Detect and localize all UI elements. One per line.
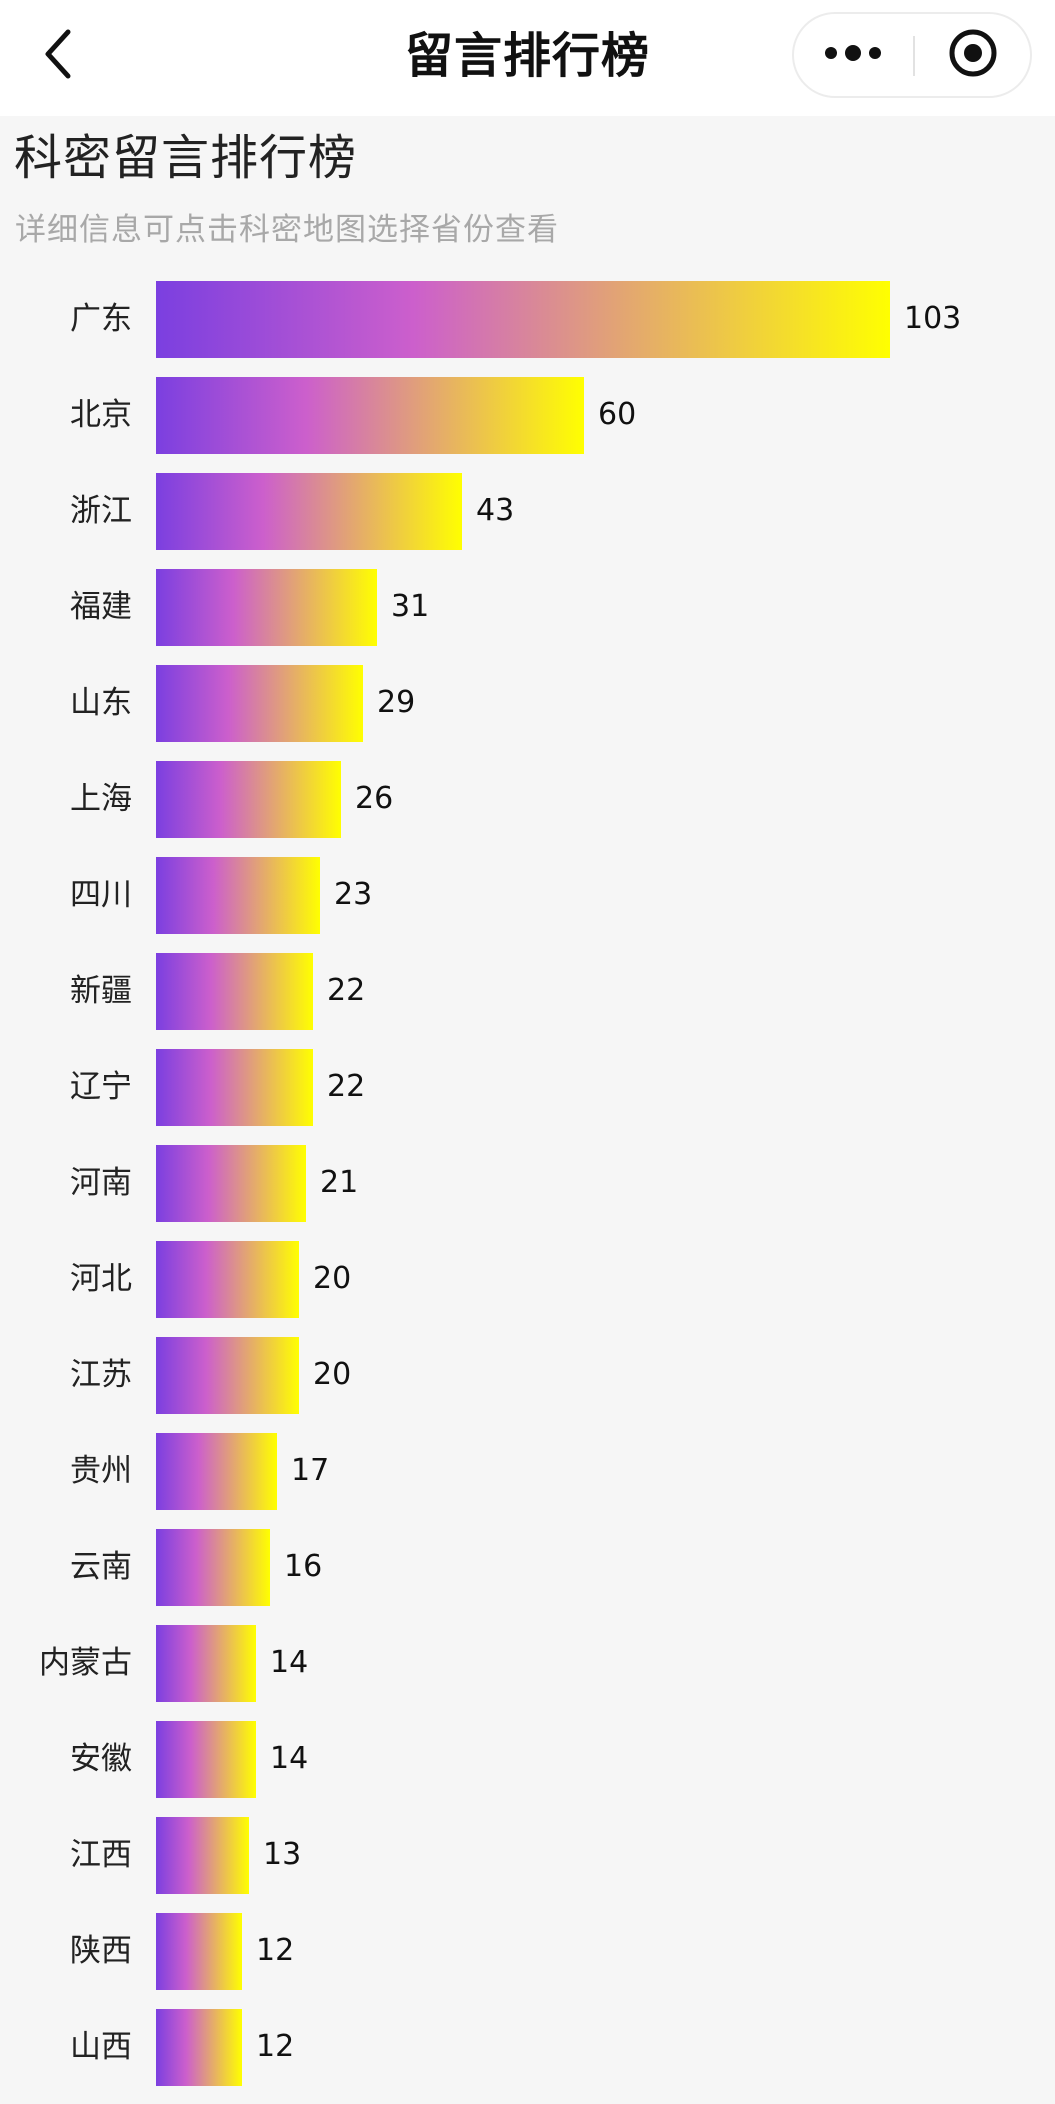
value-label: 14: [270, 1645, 309, 1680]
bar-row: 云南 16: [0, 1528, 1055, 1624]
mini-program-capsule: [792, 12, 1032, 98]
value-label: 13: [263, 1837, 302, 1872]
category-label: 山西: [70, 2029, 132, 2065]
bar[interactable]: [156, 2009, 242, 2086]
bar[interactable]: [156, 857, 320, 934]
ranking-title: 科密留言排行榜: [14, 130, 358, 186]
top-navigation-bar: 留言排行榜: [0, 0, 1055, 116]
bar-row: 贵州 17: [0, 1432, 1055, 1528]
category-label: 广东: [70, 301, 132, 337]
category-label: 安徽: [70, 1741, 132, 1777]
category-label: 内蒙古: [39, 1645, 132, 1681]
category-label: 贵州: [70, 1453, 132, 1489]
bar[interactable]: [156, 1241, 299, 1318]
value-label: 22: [327, 1069, 366, 1104]
value-label: 43: [476, 493, 515, 528]
category-label: 辽宁: [70, 1069, 132, 1105]
bar-row: 河南 21: [0, 1144, 1055, 1240]
category-label: 新疆: [70, 973, 132, 1009]
bar[interactable]: [156, 1721, 256, 1798]
bar[interactable]: [156, 1625, 256, 1702]
bar[interactable]: [156, 1817, 249, 1894]
bar[interactable]: [156, 761, 341, 838]
value-label: 14: [270, 1741, 309, 1776]
category-label: 陕西: [70, 1933, 132, 1969]
bar-row: 新疆 22: [0, 952, 1055, 1048]
value-label: 23: [334, 877, 373, 912]
bar[interactable]: [156, 473, 462, 550]
category-label: 山东: [70, 685, 132, 721]
bar-row: 北京 60: [0, 376, 1055, 472]
bar[interactable]: [156, 1145, 306, 1222]
bar-row: 上海 26: [0, 760, 1055, 856]
value-label: 21: [320, 1165, 359, 1200]
category-label: 河南: [70, 1165, 132, 1201]
bar-row: 安徽 14: [0, 1720, 1055, 1816]
category-label: 浙江: [70, 493, 132, 529]
more-button[interactable]: [794, 14, 912, 96]
category-label: 江苏: [70, 1357, 132, 1393]
value-label: 12: [256, 1933, 295, 1968]
target-circle-icon: [947, 27, 999, 83]
bar[interactable]: [156, 1049, 313, 1126]
province-message-bar-chart: 广东 103 北京 60 浙江 43 福建 31 山东 29 上海 26 四川 23 新疆 22 辽宁 22 河南 2…: [0, 280, 1055, 2102]
bar[interactable]: [156, 1433, 277, 1510]
page-header-title: 留言排行榜: [404, 28, 650, 84]
value-label: 22: [327, 973, 366, 1008]
value-label: 20: [313, 1261, 352, 1296]
bar-row: 陕西 12: [0, 1912, 1055, 2008]
bar-row: 山西 12: [0, 2008, 1055, 2104]
value-label: 60: [598, 397, 637, 432]
bar-row: 四川 23: [0, 856, 1055, 952]
bar-row: 江西 13: [0, 1816, 1055, 1912]
bar-row: 辽宁 22: [0, 1048, 1055, 1144]
close-button[interactable]: [914, 14, 1032, 96]
bar-row: 浙江 43: [0, 472, 1055, 568]
bar-row: 福建 31: [0, 568, 1055, 664]
bar[interactable]: [156, 1337, 299, 1414]
category-label: 云南: [70, 1549, 132, 1585]
back-button[interactable]: [28, 18, 88, 94]
value-label: 17: [291, 1453, 330, 1488]
value-label: 12: [256, 2029, 295, 2064]
ranking-subtitle: 详细信息可点击科密地图选择省份查看: [15, 212, 559, 248]
category-label: 北京: [70, 397, 132, 433]
chevron-left-icon: [38, 24, 78, 88]
more-dots-icon: [823, 43, 883, 67]
category-label: 四川: [70, 877, 132, 913]
bar[interactable]: [156, 377, 584, 454]
category-label: 福建: [70, 589, 132, 625]
bar[interactable]: [156, 1913, 242, 1990]
value-label: 16: [284, 1549, 323, 1584]
value-label: 26: [355, 781, 394, 816]
bar[interactable]: [156, 1529, 270, 1606]
bar-row: 内蒙古 14: [0, 1624, 1055, 1720]
bar-row: 河北 20: [0, 1240, 1055, 1336]
bar-row: 山东 29: [0, 664, 1055, 760]
bar-row: 江苏 20: [0, 1336, 1055, 1432]
bar[interactable]: [156, 569, 377, 646]
category-label: 上海: [70, 781, 132, 817]
value-label: 103: [904, 301, 962, 336]
bar-row: 广东 103: [0, 280, 1055, 376]
value-label: 29: [377, 685, 416, 720]
category-label: 河北: [70, 1261, 132, 1297]
bar[interactable]: [156, 665, 363, 742]
bar[interactable]: [156, 281, 890, 358]
category-label: 江西: [70, 1837, 132, 1873]
capsule-divider: [913, 36, 915, 76]
value-label: 31: [391, 589, 430, 624]
bar[interactable]: [156, 953, 313, 1030]
value-label: 20: [313, 1357, 352, 1392]
